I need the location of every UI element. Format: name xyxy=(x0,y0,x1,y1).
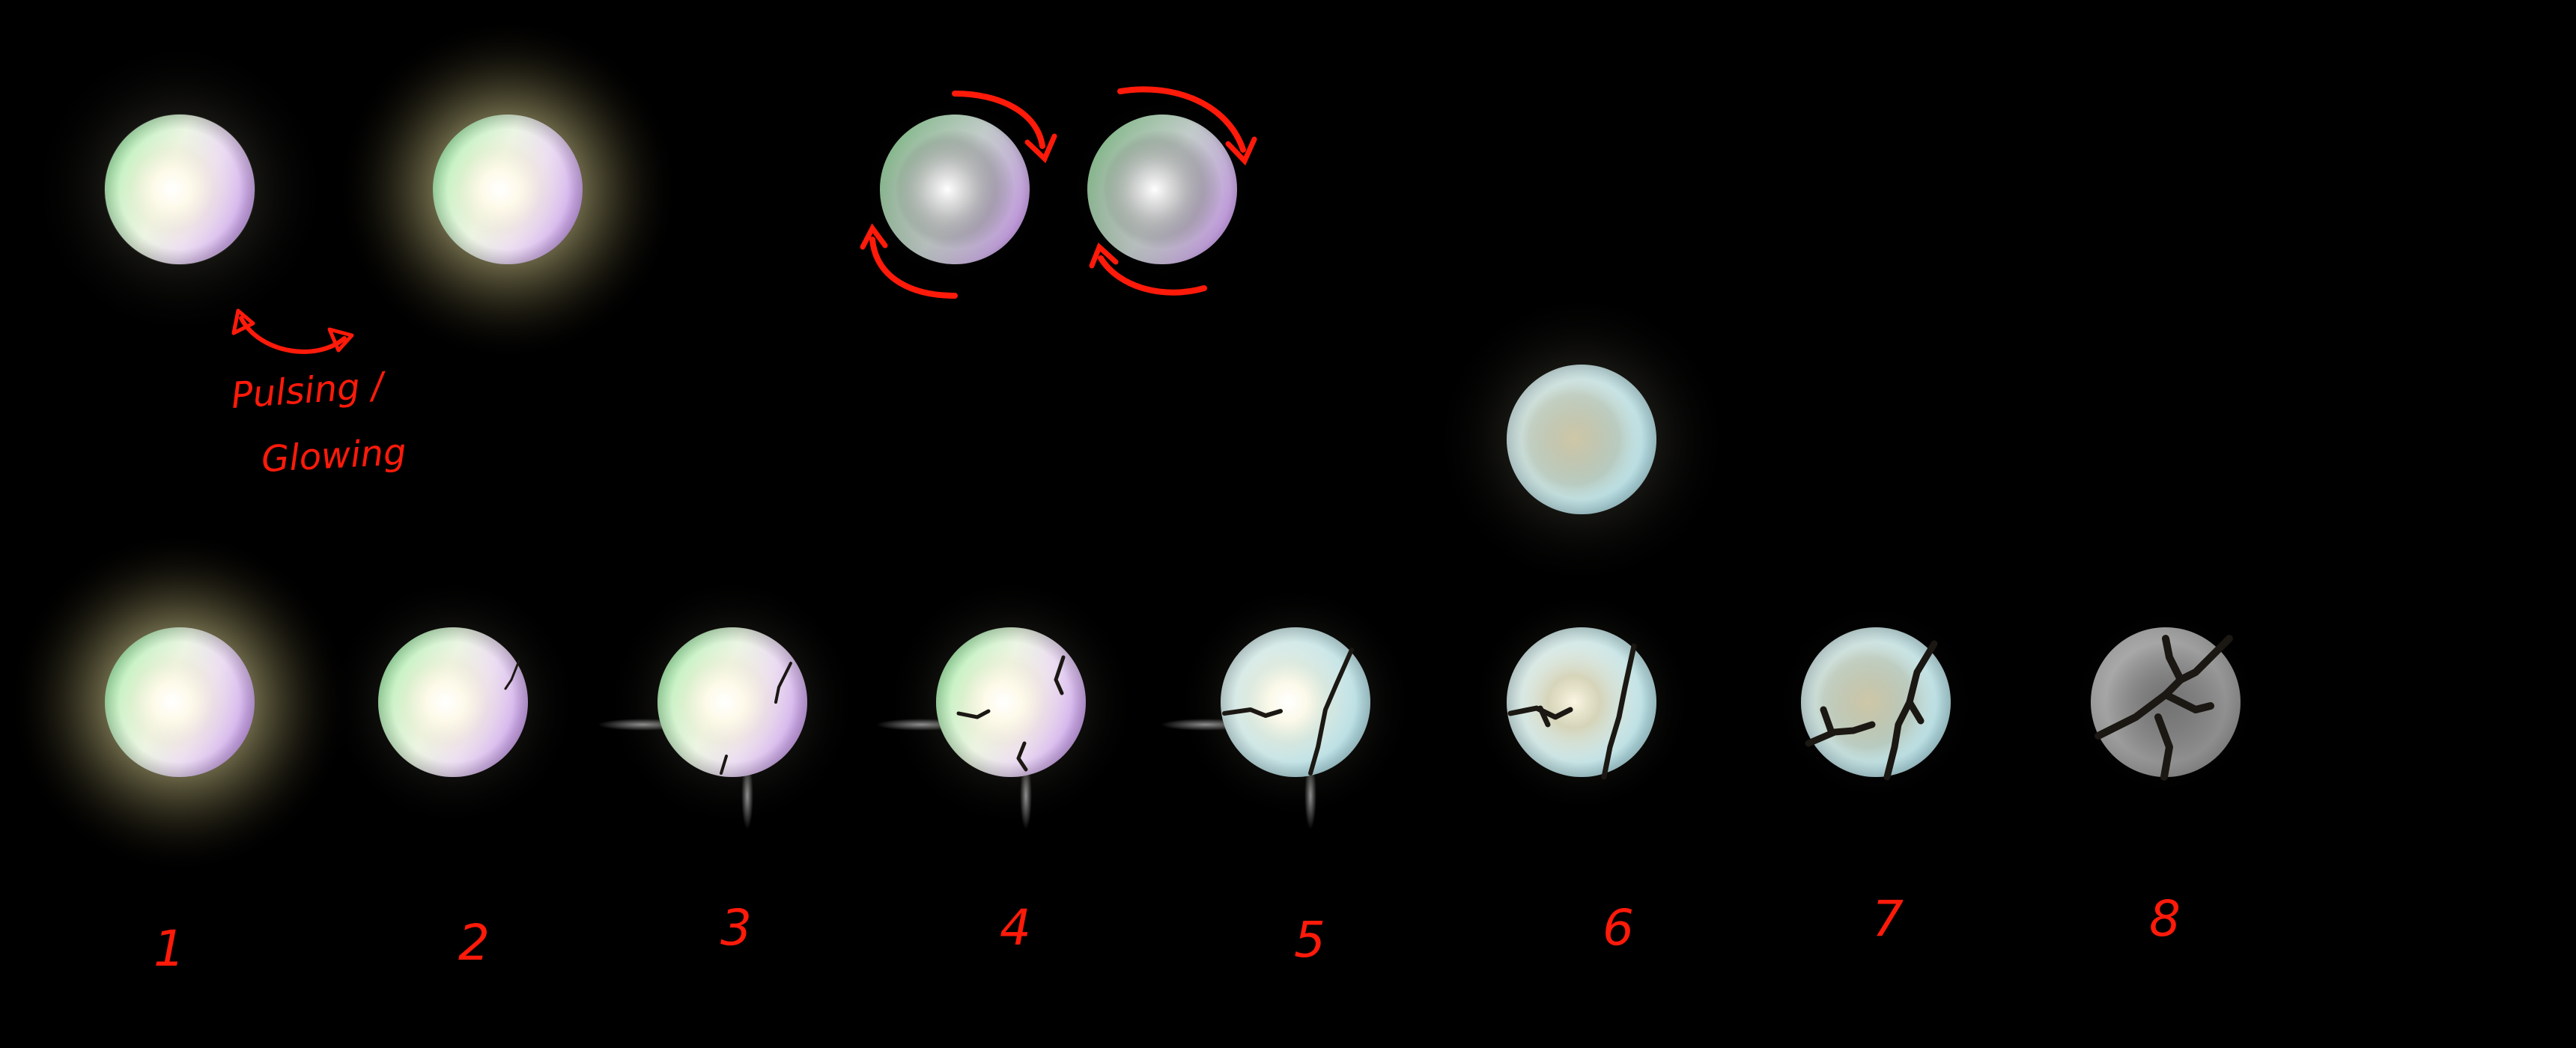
frame-number-2: 2 xyxy=(458,914,490,972)
rotating-orb-right xyxy=(1065,92,1260,287)
crack-line xyxy=(1016,741,1028,772)
crack-line xyxy=(1507,705,1573,720)
frame-number-3: 3 xyxy=(720,899,752,957)
pulsing-label: Pulsing / xyxy=(230,365,389,417)
rotate-arrow-icon xyxy=(869,237,958,299)
crack-line xyxy=(2162,635,2233,698)
rotate-arrow-icon xyxy=(1117,86,1246,153)
double-arrow-icon xyxy=(239,316,347,354)
dim-orb-variant xyxy=(1432,290,1731,589)
crack-sequence xyxy=(7,530,2263,874)
crack-line xyxy=(1308,648,1354,776)
frame-number-6: 6 xyxy=(1603,899,1634,957)
pulsing-orb-dim xyxy=(30,40,329,339)
crack-line xyxy=(2154,713,2173,781)
frame-number-4: 4 xyxy=(1000,899,1031,957)
crack-frame-orb xyxy=(1771,597,1981,807)
rotation-arrows xyxy=(860,86,1257,299)
crack-frame-orb xyxy=(326,575,580,829)
crack-line xyxy=(1883,640,1938,781)
pulsing-annotation: Pulsing / Glowing xyxy=(230,308,407,481)
crack-line xyxy=(2094,691,2169,740)
light-leak xyxy=(1304,762,1316,829)
rotate-arrow-icon xyxy=(952,91,1045,149)
pulsing-orb-bright xyxy=(335,17,680,362)
frame-number-5: 5 xyxy=(1294,911,1325,969)
crack-line xyxy=(2162,691,2214,713)
crack-frame-orb xyxy=(2068,605,2263,799)
crack-line xyxy=(956,709,991,719)
rotating-orb-left xyxy=(857,92,1052,287)
crack-line xyxy=(1054,655,1066,695)
crack-frame-orb xyxy=(598,575,860,829)
frame-number-1: 1 xyxy=(154,920,185,978)
crack-line xyxy=(1222,707,1283,718)
crack-line xyxy=(774,662,792,704)
crack-line xyxy=(2162,635,2184,683)
crack-frame-orb xyxy=(1469,590,1694,814)
rotate-arrow-icon xyxy=(1098,255,1207,296)
frame-numbers: 1 2 3 4 5 6 7 8 xyxy=(154,890,2181,978)
crack-line xyxy=(504,659,520,690)
glowing-label: Glowing xyxy=(261,431,407,481)
crack-line xyxy=(1906,698,1925,725)
light-leak xyxy=(1020,762,1032,829)
crack-frame-orb xyxy=(876,575,1138,829)
crack-line xyxy=(1805,721,1876,747)
crack-line xyxy=(720,755,728,775)
frame-number-8: 8 xyxy=(2149,890,2181,948)
crack-frame-orb xyxy=(7,530,352,874)
light-leak xyxy=(741,762,753,829)
crack-frame-orb xyxy=(1161,582,1415,829)
crack-line xyxy=(1601,643,1637,780)
crack-line xyxy=(1820,706,1835,734)
crack-line xyxy=(1537,705,1551,728)
frame-number-7: 7 xyxy=(1872,890,1904,948)
